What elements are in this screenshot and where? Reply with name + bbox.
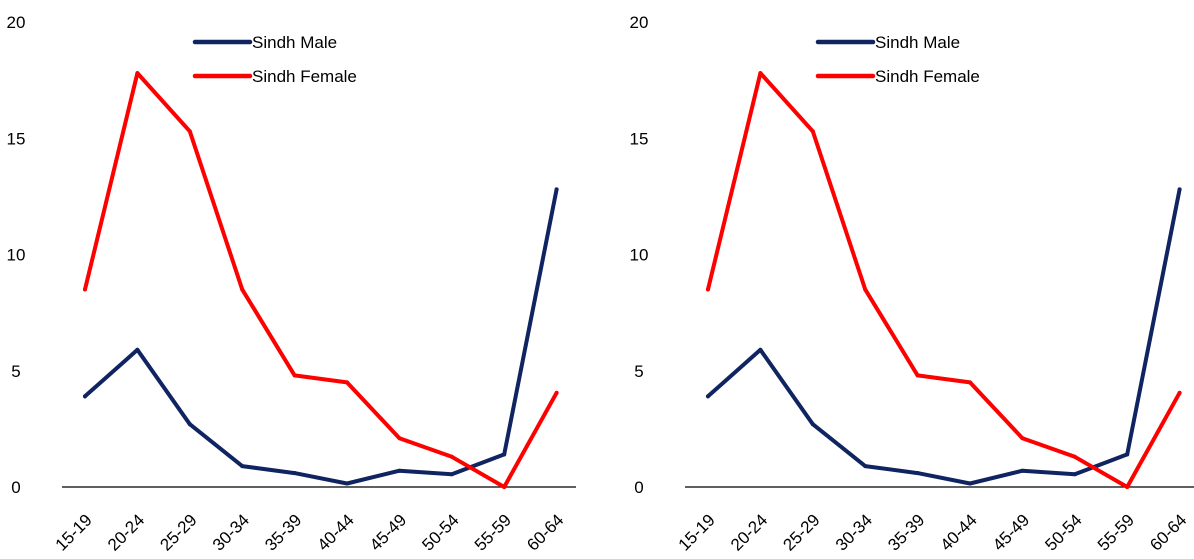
data-point xyxy=(135,347,140,352)
x-tick-label: 20-24 xyxy=(727,510,771,554)
data-point xyxy=(135,71,140,76)
x-tick-label: 50-54 xyxy=(1041,510,1085,554)
chart-right: 0 5 10 15 20 15-19 20-24 25-29 30-34 35-39 40-44 45… xyxy=(630,13,1194,555)
x-tick-label: 25-29 xyxy=(779,510,823,554)
data-point xyxy=(1125,485,1130,489)
x-tick-label: 60-64 xyxy=(523,510,567,554)
x-tick-label: 20-24 xyxy=(104,510,148,554)
data-point xyxy=(449,472,454,477)
y-tick-label: 0 xyxy=(11,478,20,497)
data-point xyxy=(83,287,87,292)
data-point xyxy=(706,287,710,292)
data-point xyxy=(240,464,245,469)
x-tick-label: 55-59 xyxy=(471,510,515,554)
x-tick-label: 15-19 xyxy=(52,510,96,554)
data-point xyxy=(292,373,297,378)
data-point xyxy=(863,287,868,292)
y-tick-label: 10 xyxy=(630,246,649,265)
series-line-female xyxy=(706,71,1182,489)
data-point xyxy=(968,380,972,385)
data-point xyxy=(502,485,507,489)
data-point xyxy=(915,471,920,476)
y-tick-label: 15 xyxy=(630,129,649,148)
data-point xyxy=(83,394,87,399)
data-point xyxy=(1072,472,1077,477)
x-tick-label: 50-54 xyxy=(418,510,462,554)
data-point xyxy=(1177,390,1182,395)
legend-label: Sindh Female xyxy=(875,67,980,86)
data-point xyxy=(863,464,868,469)
data-point xyxy=(1177,187,1182,192)
x-tick-label: 40-44 xyxy=(314,510,358,554)
data-point xyxy=(758,347,763,352)
x-tick-label: 35-39 xyxy=(884,510,928,554)
data-point xyxy=(1020,436,1025,441)
data-point xyxy=(554,390,559,395)
data-point xyxy=(810,129,815,134)
data-point xyxy=(1125,452,1130,457)
y-tick-label: 20 xyxy=(630,13,649,32)
series-line-male xyxy=(83,187,559,486)
data-point xyxy=(345,481,349,486)
x-tick-label: 25-29 xyxy=(156,510,200,554)
series-line-male xyxy=(706,187,1182,486)
x-tick-label: 30-34 xyxy=(209,510,253,554)
y-tick-label: 15 xyxy=(7,129,26,148)
data-point xyxy=(397,436,402,441)
data-point xyxy=(397,468,402,473)
legend-label: Sindh Female xyxy=(252,67,357,86)
x-tick-label: 35-39 xyxy=(261,510,305,554)
data-point xyxy=(706,394,710,399)
data-point xyxy=(502,452,507,457)
data-point xyxy=(187,422,192,427)
data-point xyxy=(554,187,559,192)
data-point xyxy=(758,71,763,76)
legend-label: Sindh Male xyxy=(875,33,960,52)
data-point xyxy=(449,454,454,459)
y-tick-label: 5 xyxy=(11,362,20,381)
data-point xyxy=(810,422,815,427)
series-line-female xyxy=(83,71,559,489)
y-tick-label: 10 xyxy=(7,246,26,265)
x-tick-label: 45-49 xyxy=(989,510,1033,554)
data-point xyxy=(1020,468,1025,473)
x-tick-label: 45-49 xyxy=(366,510,410,554)
x-tick-label: 40-44 xyxy=(937,510,981,554)
legend-label: Sindh Male xyxy=(252,33,337,52)
chart-left: 0 5 10 15 20 15-19 20-24 25-29 30-34 35-39 40-44 45… xyxy=(7,13,576,555)
data-point xyxy=(240,287,245,292)
x-tick-label: 60-64 xyxy=(1146,510,1190,554)
data-point xyxy=(968,481,972,486)
y-tick-label: 5 xyxy=(634,362,643,381)
data-point xyxy=(915,373,920,378)
data-point xyxy=(187,129,192,134)
x-tick-label: 30-34 xyxy=(832,510,876,554)
x-tick-label: 55-59 xyxy=(1094,510,1138,554)
y-tick-label: 0 xyxy=(634,478,643,497)
x-tick-label: 15-19 xyxy=(675,510,719,554)
data-point xyxy=(345,380,349,385)
y-tick-label: 20 xyxy=(7,13,26,32)
data-point xyxy=(292,471,297,476)
data-point xyxy=(1072,454,1077,459)
